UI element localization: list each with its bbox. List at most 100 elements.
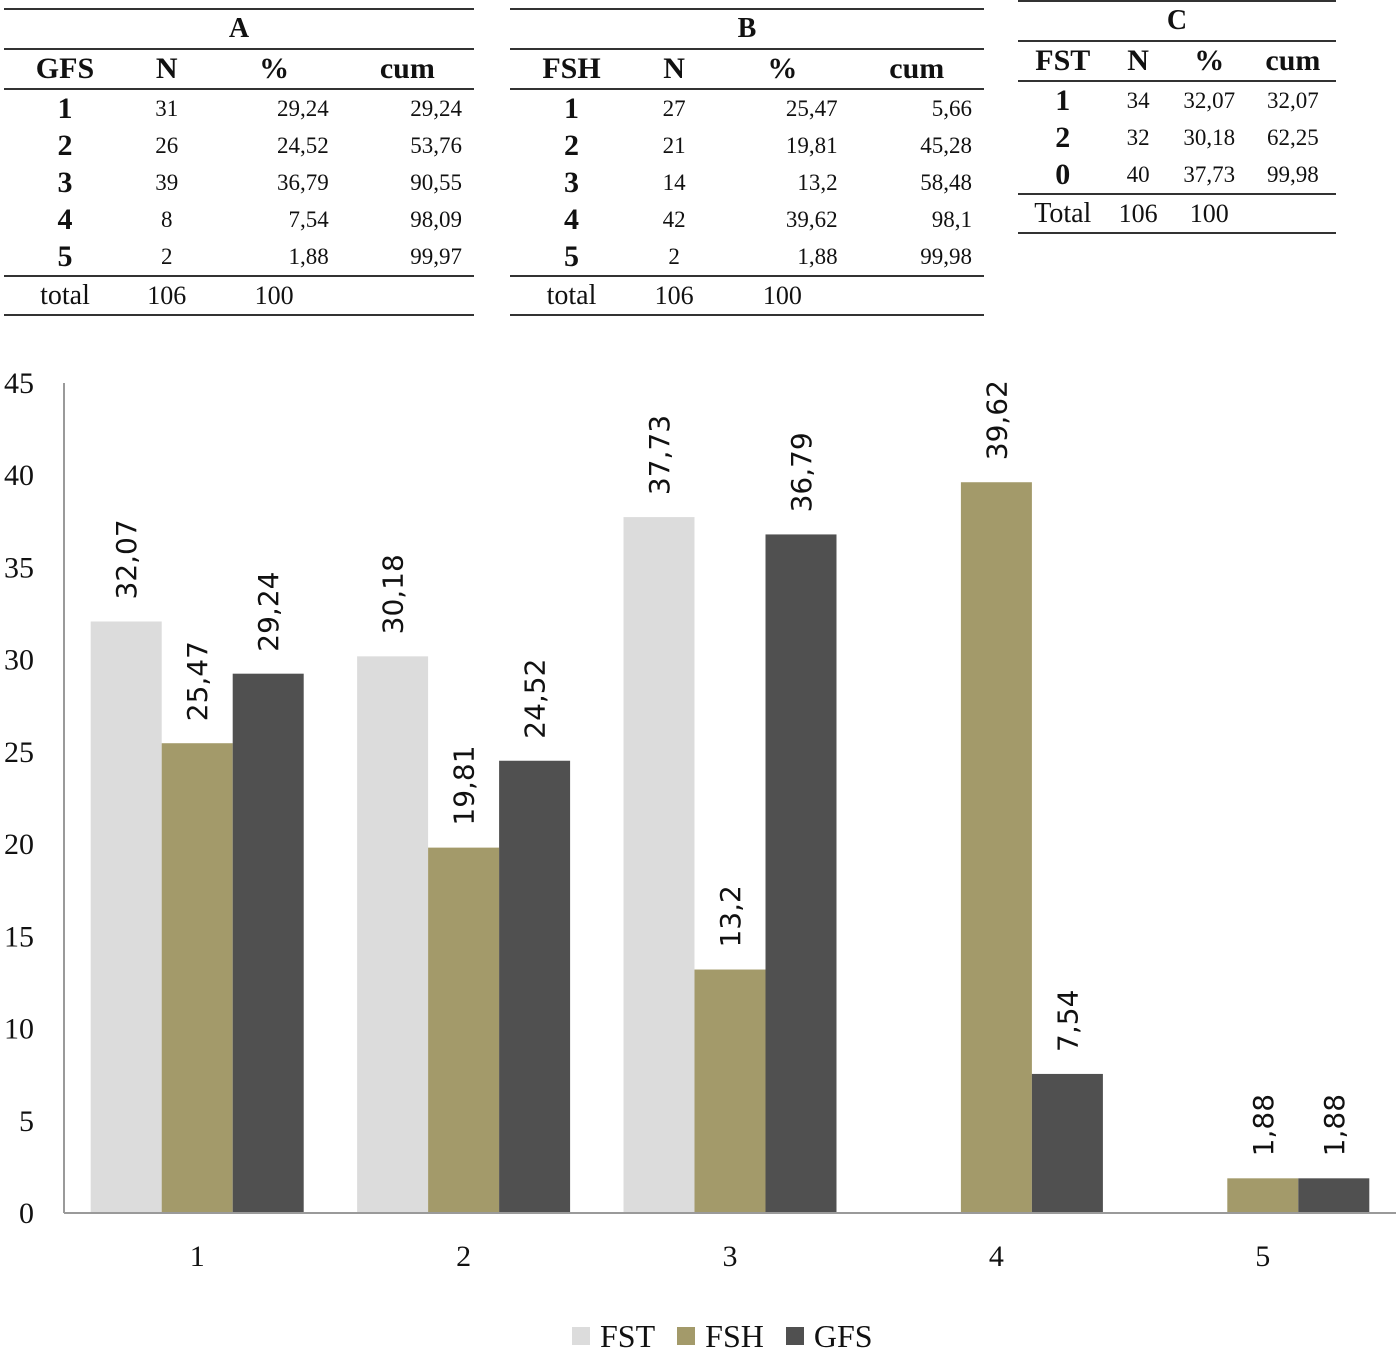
table-cell: 26 [155, 132, 179, 158]
table-cell: 0 [1055, 157, 1071, 191]
column-header: % [1168, 41, 1250, 82]
table-row: 1 31 29,24 29,24 [4, 89, 474, 127]
table-cell: 25,47 [785, 95, 838, 121]
bar-gfs [1031, 1073, 1103, 1213]
table-cell: 4 [564, 202, 579, 236]
table-row: 3 39 36,79 90,55 [4, 164, 474, 201]
table-cell: 1,88 [288, 243, 329, 269]
table-title: A [4, 8, 474, 50]
column-header: % [207, 49, 341, 90]
table-cell: 5 [564, 239, 579, 273]
table-cell: 8 [160, 206, 173, 232]
legend-item: FST [572, 1318, 655, 1355]
table-cell: 98,09 [410, 206, 462, 232]
table-row: 2 21 19,81 45,28 [510, 127, 984, 164]
table-cell: 1 [1055, 83, 1071, 117]
legend-label: GFS [813, 1317, 873, 1354]
table-cell [849, 275, 984, 316]
data-label: 19,81 [448, 745, 481, 825]
x-tick-label: 3 [723, 1240, 738, 1273]
legend-item: GFS [785, 1317, 873, 1355]
table-cell: 1 [57, 91, 73, 125]
legend-swatch-icon [677, 1327, 696, 1345]
y-tick-label: 30 [4, 644, 34, 677]
table-cell: 100 [715, 275, 850, 316]
x-tick-label: 1 [190, 1240, 205, 1273]
table-cell: 37,73 [1183, 161, 1236, 187]
data-label: 39,62 [980, 380, 1013, 460]
table-cell: 1,88 [797, 243, 838, 269]
table-cell [1249, 193, 1336, 234]
y-tick-label: 5 [19, 1105, 34, 1138]
bar-fst [357, 656, 429, 1213]
y-tick-label: 35 [4, 551, 34, 584]
table-cell [340, 275, 474, 316]
table-cell: 39 [155, 169, 179, 195]
bar-fsh [960, 482, 1032, 1214]
table-cell: 40 [1126, 161, 1150, 187]
legend-item: FSH [677, 1318, 764, 1355]
table-cell: 42 [662, 206, 686, 232]
column-header: cum [340, 49, 474, 90]
table-row: 0 40 37,73 99,98 [1018, 156, 1336, 194]
table-cell: 3 [57, 165, 73, 199]
table-row: 5 2 1,88 99,98 [510, 238, 984, 276]
table-cell: 106 [633, 275, 716, 316]
column-header: FSH [510, 49, 634, 90]
table-cell: 30,18 [1183, 124, 1236, 150]
table-cell: 99,98 [920, 243, 972, 269]
y-tick-label: 25 [4, 736, 34, 769]
column-header: FST [1018, 41, 1108, 82]
table-cell: 13,2 [797, 169, 838, 195]
table-row: 5 2 1,88 99,97 [4, 238, 474, 276]
y-tick-label: 10 [4, 1013, 34, 1046]
table-total-row: total 106 100 [510, 275, 984, 316]
table-row: 1 27 25,47 5,66 [510, 89, 984, 127]
data-label: 37,73 [643, 415, 676, 495]
data-label: 13,2 [714, 885, 747, 947]
x-tick-label: 5 [1255, 1240, 1270, 1273]
table-cell: 62,25 [1267, 124, 1319, 150]
table-row: 3 14 13,2 58,48 [510, 164, 984, 201]
table-cell: 1 [564, 91, 579, 125]
table-cell: 19,81 [785, 132, 838, 158]
data-label: 24,52 [519, 659, 552, 739]
table-cell: 14 [662, 169, 686, 195]
table-row: 4 42 39,62 98,1 [510, 201, 984, 238]
table-cell: 2 [668, 243, 680, 269]
table-title: B [510, 8, 984, 50]
bar-fst [90, 621, 162, 1213]
table-cell: 2 [1055, 120, 1071, 154]
table-row: 2 32 30,18 62,25 [1018, 119, 1336, 156]
table-cell: 21 [662, 132, 686, 158]
data-label: 36,79 [785, 432, 818, 512]
data-label: 29,24 [252, 572, 285, 652]
table-row: 4 8 7,54 98,09 [4, 201, 474, 238]
table-cell: 106 [125, 275, 208, 316]
bar-fsh [694, 969, 766, 1213]
table-cell: 34 [1126, 87, 1150, 113]
table-cell: 53,76 [410, 132, 462, 158]
legend-label: FST [600, 1317, 656, 1354]
data-label: 7,54 [1051, 990, 1084, 1052]
table-cell: 24,52 [276, 132, 329, 158]
column-header: N [633, 49, 716, 90]
table-a: A GFS N % cum 1 31 29,24 29,24 2 26 24,5… [4, 8, 474, 316]
legend-swatch-icon [785, 1327, 804, 1345]
bar-gfs [232, 673, 304, 1213]
bar-fsh [428, 847, 500, 1213]
column-header: % [715, 49, 850, 90]
y-tick-label: 15 [4, 920, 34, 953]
y-tick-label: 0 [19, 1197, 34, 1230]
chart-legend: FST FSH GFS [572, 1318, 895, 1354]
table-row: 2 26 24,52 53,76 [4, 127, 474, 164]
column-header: cum [1249, 41, 1336, 82]
table-cell: 90,55 [410, 169, 462, 195]
data-label: 1,88 [1247, 1094, 1280, 1156]
x-tick-label: 4 [989, 1240, 1004, 1273]
table-cell: 2 [564, 128, 579, 162]
table-cell: 31 [155, 95, 179, 121]
table-cell: total [4, 275, 126, 316]
table-row: 1 34 32,07 32,07 [1018, 81, 1336, 119]
table-cell: 32 [1126, 124, 1150, 150]
